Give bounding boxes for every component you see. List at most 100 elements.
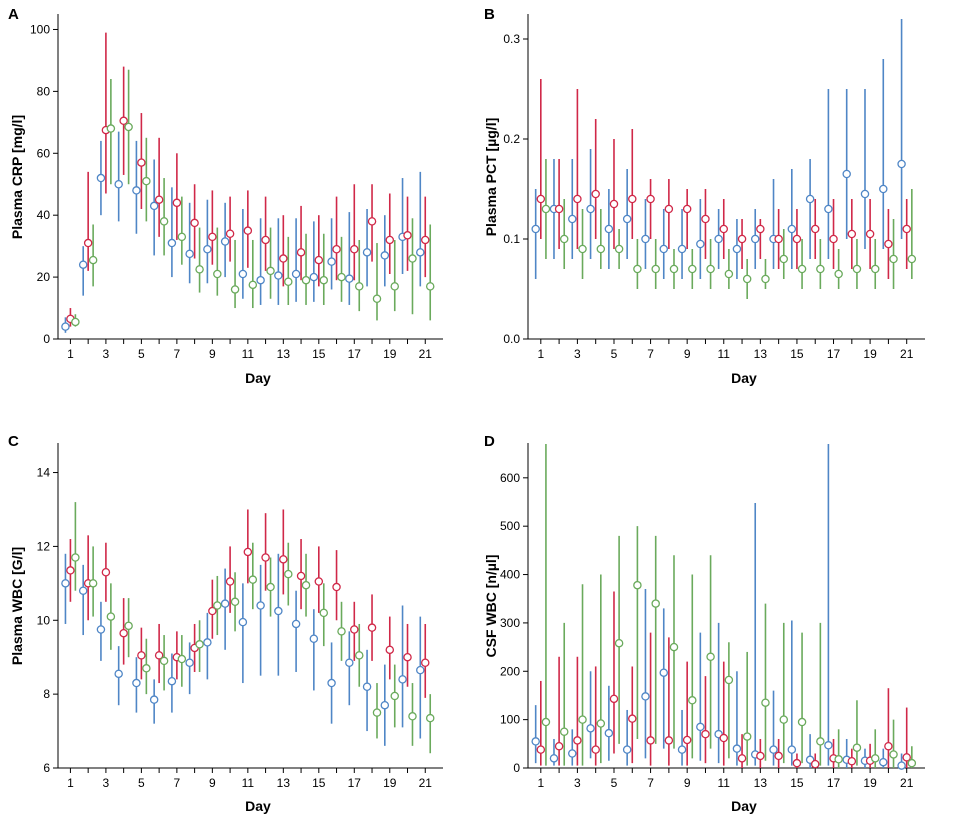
mean-marker [614,244,624,254]
x-tick-label: 15 [790,347,804,361]
mean-marker [737,754,747,763]
x-tick-label: 5 [138,347,145,361]
panel-d: D CSF WBC [n/µl] Day 0 100 200 300 400 500 600… [483,433,925,814]
mean-marker [385,645,395,655]
mean-marker [124,122,133,132]
mean-marker [225,229,235,239]
mean-marker [96,625,106,634]
mean-marker [137,158,146,167]
mean-marker [355,282,364,291]
panel-letter: C [8,433,19,450]
x-tick-label: 9 [209,776,216,790]
mean-marker [177,654,187,664]
mean-marker [403,652,412,662]
x-tick-label: 1 [67,347,74,361]
mean-marker [88,255,98,265]
mean-marker [296,571,306,581]
panel-letter: B [484,6,495,23]
mean-marker [633,264,642,274]
mean-marker [659,244,668,254]
mean-marker [724,269,734,279]
mean-marker [536,745,546,754]
mean-marker [367,217,377,226]
mean-marker [641,692,650,701]
mean-marker [61,579,70,588]
mean-marker [106,612,116,621]
mean-marker [167,238,177,248]
y-tick-label: 100 [30,22,50,36]
mean-marker [816,264,825,274]
mean-marker [897,159,906,169]
mean-marker [421,658,430,667]
mean-marker [195,265,204,274]
mean-marker [279,254,288,263]
y-tick-label: 10 [37,613,51,627]
mean-marker [688,264,697,274]
x-tick-label: 19 [383,776,397,790]
y-tick-label: 14 [37,466,51,480]
mean-marker [83,238,93,248]
mean-marker [279,555,288,564]
mean-marker [362,682,372,692]
mean-marker [907,758,917,768]
mean-marker [677,745,687,754]
x-tick-label: 7 [647,776,654,790]
mean-marker [380,700,390,710]
y-tick-label: 0 [43,332,50,346]
mean-marker [398,675,407,684]
mean-marker [604,728,614,738]
mean-marker [243,226,253,235]
x-tick-label: 15 [312,776,326,790]
series-red [66,32,430,327]
y-axis-label: Plasma WBC [G/l] [9,547,25,665]
x-tick-label: 7 [174,776,181,790]
mean-marker [884,239,893,249]
mean-marker [834,269,843,279]
mean-marker [682,735,692,745]
panel-b: B Plasma PCT [µg/l] Day 0.00.10.20.31 3 5 7… [483,6,925,386]
x-tick-label: 11 [242,776,255,790]
x-tick-label: 3 [103,347,110,361]
x-tick-label: 9 [684,776,691,790]
mean-marker [274,271,283,280]
mean-marker [902,224,911,234]
mean-marker [591,189,600,199]
mean-marker [701,729,710,739]
mean-marker [604,224,614,234]
x-tick-label: 3 [574,347,581,361]
mean-marker [852,264,862,274]
mean-marker [327,257,336,266]
series-blue [531,443,906,770]
mean-marker [769,745,778,754]
mean-marker [309,272,319,282]
mean-marker [367,623,377,632]
mean-marker [541,717,551,727]
mean-marker [774,234,783,244]
mean-marker [416,665,425,675]
mean-marker [792,758,802,768]
x-tick-label: 19 [863,347,877,361]
mean-marker [797,264,807,274]
mean-marker [137,651,146,660]
mean-marker [609,199,619,209]
mean-marker [531,737,540,746]
mean-marker [172,198,182,208]
x-axis-label: Day [731,798,757,814]
x-tick-label: 5 [611,776,618,790]
x-tick-label: 21 [900,776,914,790]
mean-marker [761,274,770,284]
mean-marker [578,244,587,254]
x-tick-label: 9 [209,347,216,361]
mean-marker [301,275,311,285]
x-tick-label: 11 [718,776,731,790]
mean-marker [797,717,807,727]
mean-marker [71,553,80,562]
mean-marker [345,658,354,667]
mean-marker [190,218,199,228]
mean-marker [350,244,359,254]
mean-marker [732,744,742,753]
mean-marker [261,553,270,562]
x-tick-label: 5 [138,776,145,790]
x-tick-label: 21 [419,776,433,790]
x-tick-label: 9 [684,347,691,361]
